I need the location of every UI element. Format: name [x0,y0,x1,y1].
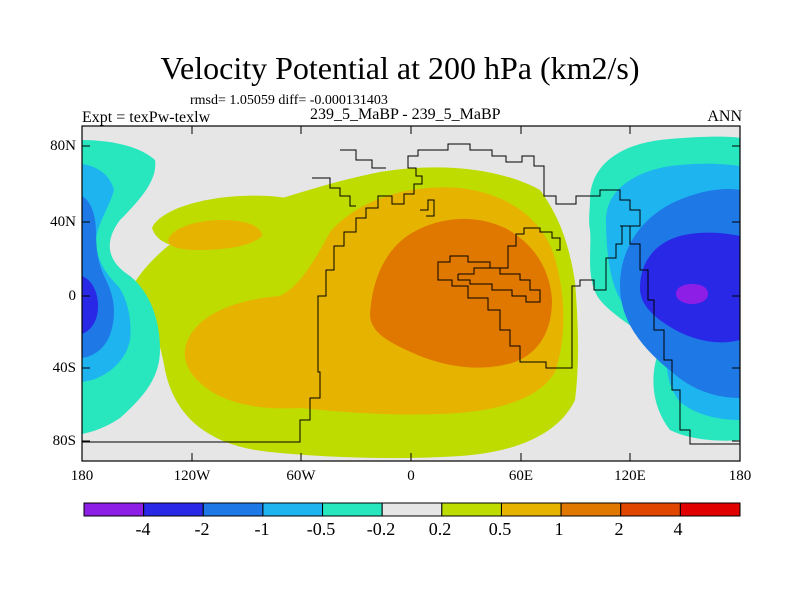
colorbar-swatch [83,502,145,517]
coastline-north-fragment [312,177,356,207]
lat-label-80n: 80N [50,138,76,154]
colorbar-label: -0.2 [366,519,396,539]
colorbar-label: 0.5 [488,519,512,539]
colorbar-swatch [679,502,741,517]
lon-label-60e: 60E [508,468,534,484]
colorbar-swatch [143,502,204,517]
axis-ticks [82,126,740,461]
colorbar-swatch [322,502,383,517]
lat-label-0: 0 [68,288,77,304]
colorbar-label: 1 [554,519,564,539]
coastline-small-bay [420,199,435,217]
lon-label-60w: 60W [286,468,316,484]
coastline-northeast [340,149,386,169]
colorbar-swatch [202,502,264,517]
colorbar-label: -4 [135,519,151,539]
lat-label-40n: 40N [50,214,76,230]
colorbar [83,502,741,517]
case-label: 239_5_MaBP - 239_5_MaBP [310,106,501,123]
colorbar-swatch [500,502,562,517]
season-label: ANN [707,108,742,125]
lon-label-120e: 120E [614,468,646,484]
colorbar-swatch [560,502,622,517]
lon-label-0: 0 [407,468,415,484]
map-field [82,126,740,461]
colorbar-label: -1 [254,519,270,539]
lon-label-180w: 180 [70,468,94,484]
colorbar-label: 0.2 [428,519,452,539]
stats-text: rmsd= 1.05059 diff= -0.000131403 [190,93,388,108]
field-contour-west-neg-2 [82,276,98,334]
experiment-label: Expt = texPw-texlw [82,109,211,126]
plot-title: Velocity Potential at 200 hPa (km2/s) [160,50,640,86]
colorbar-swatch [381,502,443,517]
coastlines [82,143,740,445]
lat-label-80s: 80S [52,433,76,449]
colorbar-label: -0.5 [306,519,336,539]
colorbar-label: 2 [614,519,624,539]
field-contour-pos-0.5-north [168,220,262,250]
coastline-east-continent [620,225,740,445]
colorbar-swatch [620,502,681,517]
colorbar-label: 4 [673,519,683,539]
lat-label-40s: 40S [52,360,76,376]
coastline-inner-island [457,267,541,303]
lon-label-180e: 180 [728,468,752,484]
coastline-main-continent [82,143,641,443]
lon-label-120w: 120W [173,468,211,484]
colorbar-label: -2 [194,519,210,539]
colorbar-swatch [262,502,324,517]
field-contour-neg-4 [676,284,708,304]
colorbar-swatch [441,502,502,517]
